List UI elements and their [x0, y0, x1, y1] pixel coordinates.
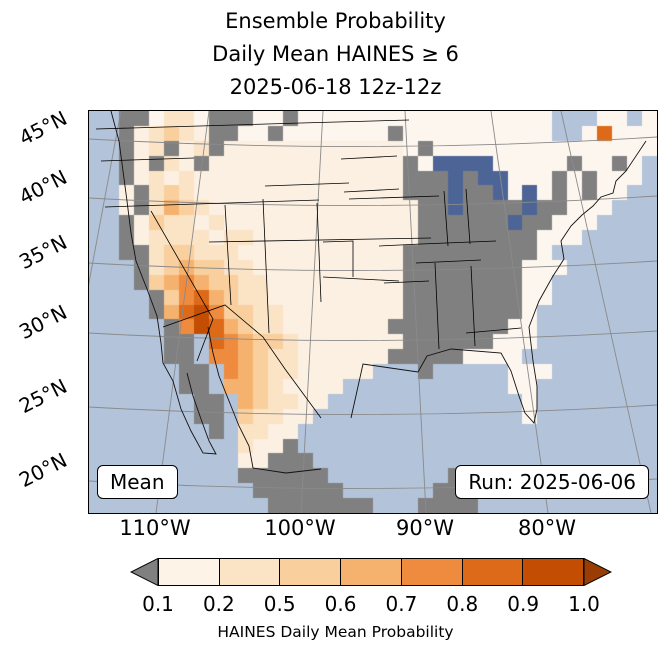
state-country-borders	[95, 119, 522, 419]
colorbar-segment	[218, 559, 280, 585]
colorbar-tick-label: 0.9	[507, 592, 540, 616]
colorbar-over-arrow	[584, 558, 612, 586]
colorbar-segment	[461, 559, 523, 585]
colorbar-segment	[340, 559, 401, 585]
colorbar-segment	[159, 559, 219, 585]
colorbar-tick-label: 0.1	[142, 592, 174, 616]
mean-badge: Mean	[97, 465, 178, 499]
colorbar-segment	[400, 559, 462, 585]
colorbar-tick-label: 0.8	[446, 592, 479, 616]
lat-tick-label: 30°N	[15, 299, 71, 345]
coastlines	[110, 111, 647, 474]
colorbar-tick-label: 1.0	[568, 592, 600, 616]
colorbar-tick-label: 0.2	[202, 592, 235, 616]
colorbar-segment	[522, 559, 584, 585]
run-badge: Run: 2025-06-06	[455, 465, 649, 499]
lat-tick-label: 20°N	[15, 447, 71, 493]
colorbar-tick-label: 0.7	[385, 592, 418, 616]
lon-tick-label: 100°W	[264, 516, 336, 540]
lat-tick-label: 25°N	[15, 373, 71, 419]
lat-tick-label: 40°N	[15, 164, 71, 210]
colorbar-under-arrow	[130, 558, 158, 586]
lat-tick-label: 45°N	[15, 105, 71, 151]
colorbar	[130, 558, 612, 586]
colorbar-tick-label: 0.5	[263, 592, 296, 616]
title-line-2: Daily Mean HAINES ≥ 6	[212, 42, 459, 66]
colorbar-tick-label: 0.6	[324, 592, 357, 616]
probability-raster	[89, 111, 657, 513]
colorbar-segment	[279, 559, 341, 585]
map-overlay	[89, 111, 657, 513]
title-line-1: Ensemble Probability	[225, 9, 446, 33]
lat-tick-label: 35°N	[15, 229, 71, 275]
lon-tick-label: 80°W	[518, 516, 576, 540]
colorbar-body	[158, 558, 584, 586]
lon-tick-label: 90°W	[396, 516, 454, 540]
lon-tick-label: 110°W	[119, 516, 191, 540]
map: Mean Run: 2025-06-06	[88, 110, 658, 514]
title-line-3: 2025-06-18 12z-12z	[229, 75, 442, 99]
graticule	[89, 111, 657, 513]
colorbar-label: HAINES Daily Mean Probability	[217, 623, 454, 641]
title-block: Ensemble Probability Daily Mean HAINES ≥…	[0, 5, 671, 104]
